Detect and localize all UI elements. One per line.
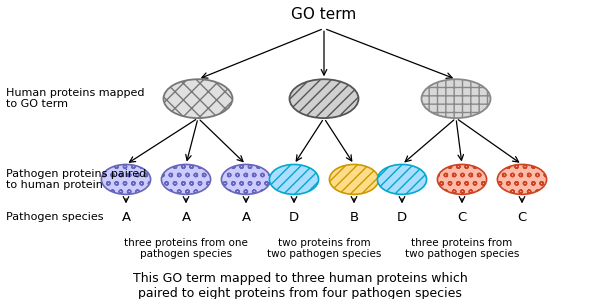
Ellipse shape [161,164,211,194]
Text: A: A [241,211,251,224]
Text: C: C [517,211,527,224]
Text: D: D [289,211,299,224]
Ellipse shape [221,164,271,194]
Ellipse shape [163,79,233,118]
Ellipse shape [421,79,491,118]
Text: C: C [457,211,467,224]
Text: two proteins from
two pathogen species: two proteins from two pathogen species [267,238,381,259]
Text: Pathogen proteins paired
to human protein: Pathogen proteins paired to human protei… [6,169,146,190]
Text: Pathogen species: Pathogen species [6,212,104,222]
Text: B: B [349,211,359,224]
Ellipse shape [329,164,379,194]
Ellipse shape [101,164,151,194]
Text: This GO term mapped to three human proteins which
paired to eight proteins from : This GO term mapped to three human prote… [133,272,467,299]
Text: A: A [121,211,131,224]
Text: D: D [397,211,407,224]
Text: GO term: GO term [292,7,356,22]
Ellipse shape [497,164,547,194]
Ellipse shape [290,79,359,118]
Ellipse shape [377,164,427,194]
Text: Human proteins mapped
to GO term: Human proteins mapped to GO term [6,88,145,109]
Text: three proteins from one
pathogen species: three proteins from one pathogen species [124,238,248,259]
Ellipse shape [437,164,487,194]
Text: A: A [181,211,191,224]
Text: three proteins from
two pathogen species: three proteins from two pathogen species [405,238,519,259]
Ellipse shape [269,164,319,194]
